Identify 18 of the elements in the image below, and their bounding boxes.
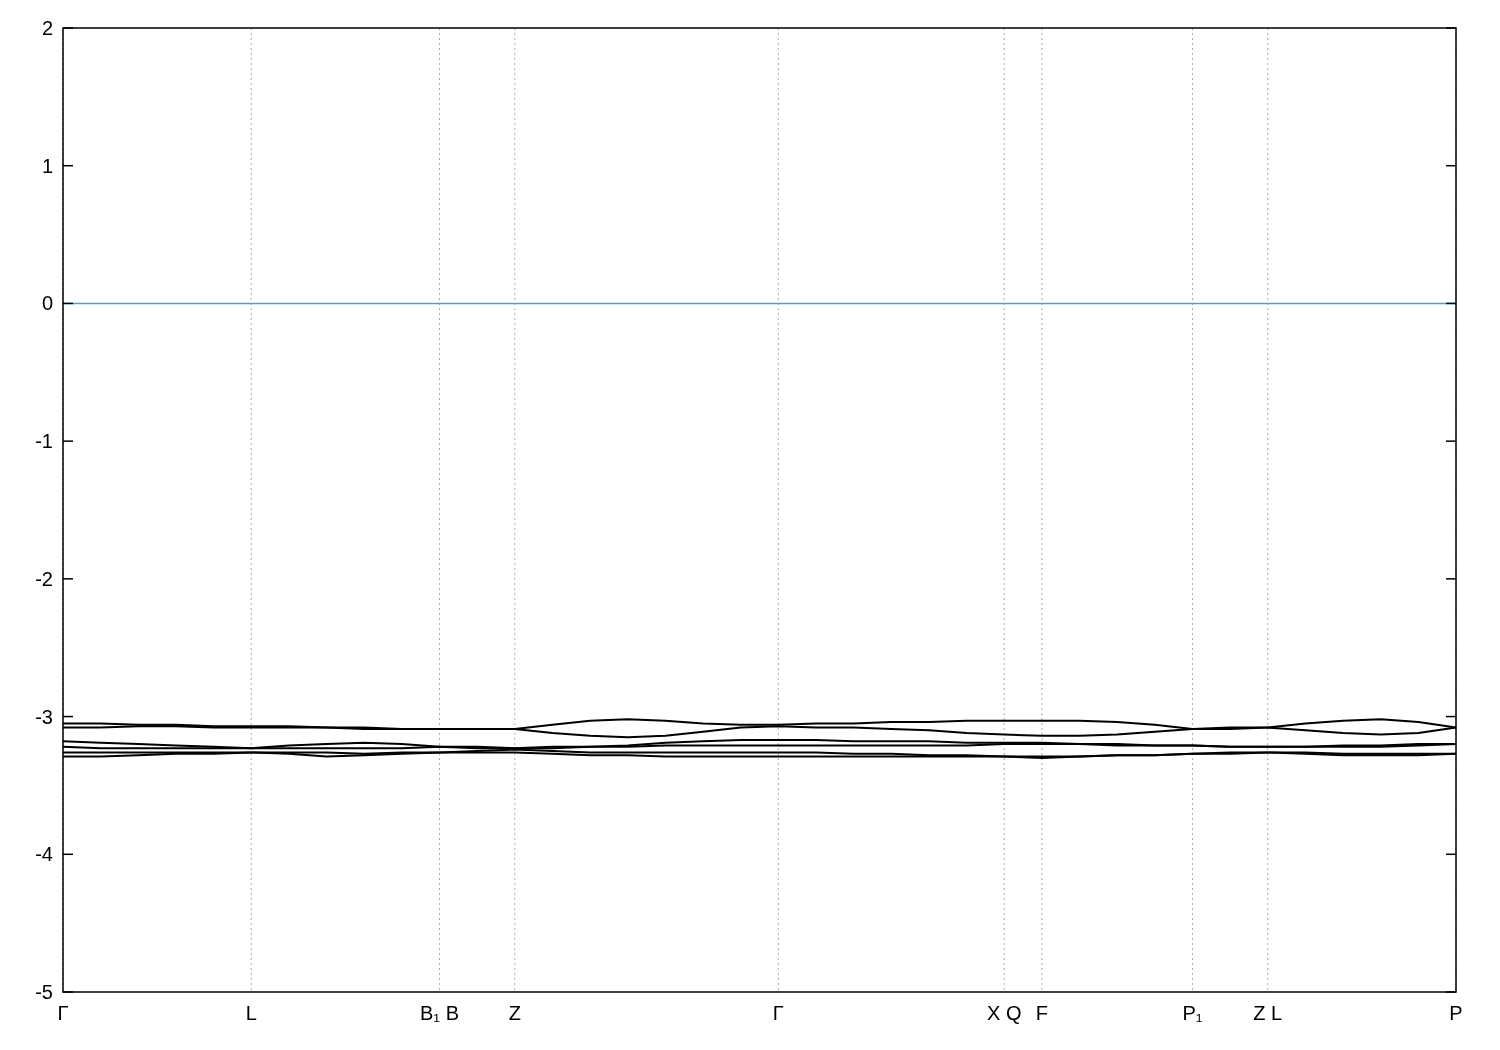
y-tick-label: -1: [35, 430, 53, 453]
x-tick-label: Z: [508, 1002, 521, 1024]
y-tick-label: -3: [35, 705, 53, 728]
y-tick-label: 2: [41, 17, 53, 39]
y-tick-label: -5: [35, 981, 53, 1003]
y-tick-label: 1: [41, 154, 53, 177]
y-tick-label: 0: [41, 292, 53, 315]
x-tick-label: P: [1449, 1002, 1463, 1024]
x-tick-label: P₁: [1182, 1002, 1203, 1024]
x-tick-label: Γ: [57, 1002, 69, 1024]
x-tick-label: B₁ B: [419, 1002, 459, 1024]
x-tick-label: Γ: [772, 1002, 784, 1024]
x-tick-label: L: [245, 1002, 257, 1024]
x-tick-label: F: [1035, 1002, 1048, 1024]
y-tick-label: -2: [35, 567, 53, 590]
x-tick-label: Z L: [1253, 1002, 1283, 1024]
y-tick-label: -4: [35, 843, 53, 866]
x-tick-label: X Q: [986, 1002, 1022, 1024]
